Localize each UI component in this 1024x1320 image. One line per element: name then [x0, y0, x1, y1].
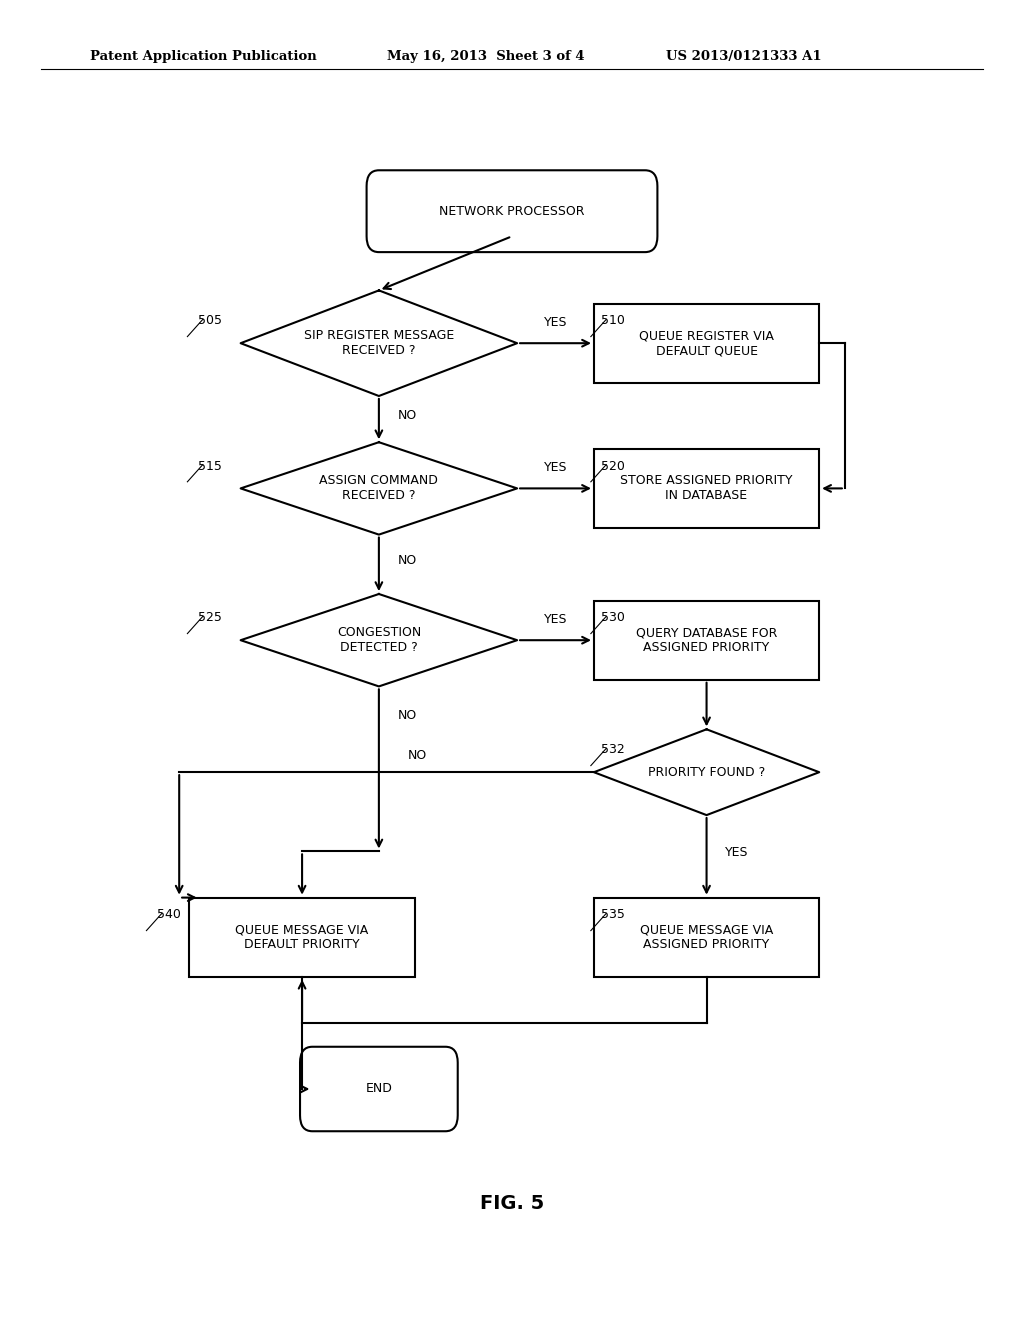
Text: YES: YES	[544, 612, 567, 626]
Text: NETWORK PROCESSOR: NETWORK PROCESSOR	[439, 205, 585, 218]
Text: CONGESTION
DETECTED ?: CONGESTION DETECTED ?	[337, 626, 421, 655]
Bar	[594, 304, 819, 383]
Polygon shape	[241, 290, 517, 396]
Text: 540: 540	[157, 908, 180, 921]
FancyBboxPatch shape	[300, 1047, 458, 1131]
Text: YES: YES	[544, 315, 567, 329]
Polygon shape	[241, 442, 517, 535]
Text: YES: YES	[725, 846, 749, 859]
Bar	[594, 601, 819, 680]
Text: YES: YES	[544, 461, 567, 474]
Text: NO: NO	[397, 709, 417, 722]
Text: PRIORITY FOUND ?: PRIORITY FOUND ?	[648, 766, 765, 779]
Text: QUEUE MESSAGE VIA
DEFAULT PRIORITY: QUEUE MESSAGE VIA DEFAULT PRIORITY	[236, 923, 369, 952]
Text: END: END	[366, 1082, 392, 1096]
Text: 530: 530	[601, 611, 625, 624]
Text: FIG. 5: FIG. 5	[480, 1195, 544, 1213]
Text: 505: 505	[198, 314, 221, 327]
Text: NO: NO	[397, 409, 417, 422]
Text: 510: 510	[601, 314, 625, 327]
Polygon shape	[241, 594, 517, 686]
Text: Patent Application Publication: Patent Application Publication	[90, 50, 316, 63]
FancyBboxPatch shape	[367, 170, 657, 252]
Bar	[594, 449, 819, 528]
Text: May 16, 2013  Sheet 3 of 4: May 16, 2013 Sheet 3 of 4	[387, 50, 585, 63]
Text: QUEUE MESSAGE VIA
ASSIGNED PRIORITY: QUEUE MESSAGE VIA ASSIGNED PRIORITY	[640, 923, 773, 952]
Text: 520: 520	[601, 459, 625, 473]
Text: 535: 535	[601, 908, 625, 921]
Text: 532: 532	[601, 743, 625, 756]
Text: QUERY DATABASE FOR
ASSIGNED PRIORITY: QUERY DATABASE FOR ASSIGNED PRIORITY	[636, 626, 777, 655]
Text: US 2013/0121333 A1: US 2013/0121333 A1	[666, 50, 821, 63]
Text: 515: 515	[198, 459, 221, 473]
Text: STORE ASSIGNED PRIORITY
IN DATABASE: STORE ASSIGNED PRIORITY IN DATABASE	[621, 474, 793, 503]
Text: SIP REGISTER MESSAGE
RECEIVED ?: SIP REGISTER MESSAGE RECEIVED ?	[304, 329, 454, 358]
Bar	[594, 898, 819, 977]
Polygon shape	[594, 729, 819, 816]
Text: NO: NO	[397, 554, 417, 568]
Text: NO: NO	[408, 748, 427, 762]
Text: ASSIGN COMMAND
RECEIVED ?: ASSIGN COMMAND RECEIVED ?	[319, 474, 438, 503]
Text: QUEUE REGISTER VIA
DEFAULT QUEUE: QUEUE REGISTER VIA DEFAULT QUEUE	[639, 329, 774, 358]
Text: 525: 525	[198, 611, 221, 624]
Bar	[189, 898, 415, 977]
